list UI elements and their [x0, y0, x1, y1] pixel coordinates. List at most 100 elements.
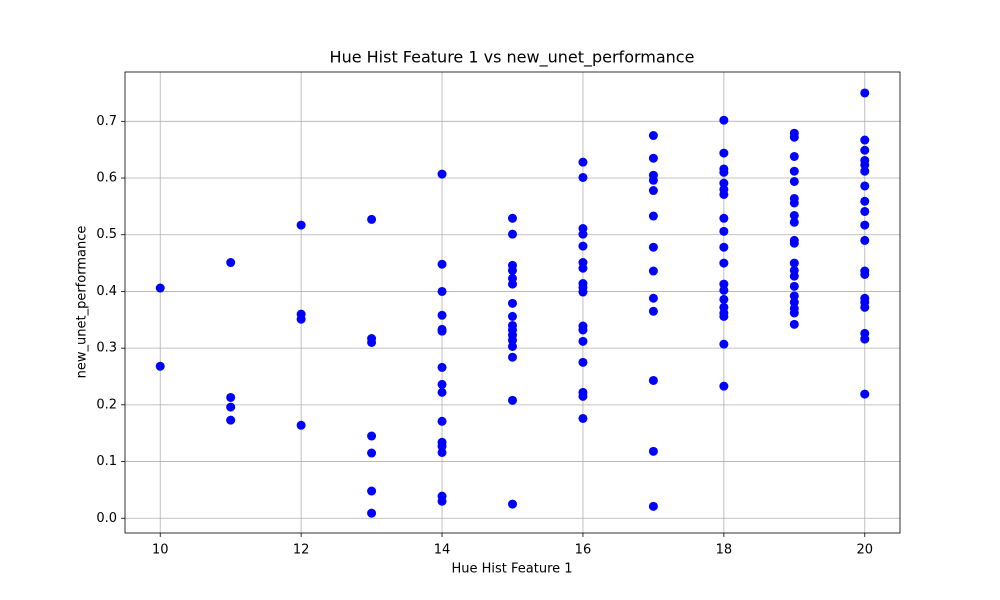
point [296, 314, 306, 324]
point [437, 441, 447, 451]
point [226, 392, 236, 402]
x-axis-label: Hue Hist Feature 1 [451, 562, 572, 577]
point [789, 151, 799, 161]
point [860, 302, 870, 312]
point [789, 308, 799, 318]
point [367, 508, 377, 518]
point [437, 286, 447, 296]
point [508, 265, 517, 275]
y-tick-label: 0.2 [96, 397, 117, 412]
point [508, 229, 517, 239]
point [860, 269, 870, 279]
y-tick-label: 0.1 [96, 454, 117, 469]
point [648, 186, 658, 196]
point [578, 413, 588, 423]
point [719, 381, 729, 391]
point [789, 166, 799, 176]
point [648, 131, 658, 141]
point [789, 238, 799, 248]
point [296, 420, 306, 430]
point [789, 291, 799, 301]
point [508, 298, 517, 308]
point [508, 335, 517, 345]
point [508, 499, 517, 509]
point [578, 172, 588, 182]
point [648, 153, 658, 163]
y-axis-label: new_unet_performance [75, 226, 90, 379]
point [367, 337, 377, 347]
chart-title: Hue Hist Feature 1 vs new_unet_performan… [330, 48, 695, 68]
points [155, 88, 870, 518]
point [719, 285, 729, 295]
point [789, 217, 799, 227]
point [578, 287, 588, 297]
y-tick-label: 0.4 [96, 284, 117, 299]
point [508, 279, 517, 289]
point [155, 361, 165, 371]
point [296, 220, 306, 230]
point [437, 447, 447, 457]
point [578, 357, 588, 367]
point [789, 297, 799, 307]
point [367, 214, 377, 224]
y-tick-label: 0.0 [96, 511, 117, 526]
point [860, 145, 870, 155]
point [860, 220, 870, 230]
point [789, 198, 799, 208]
point [789, 319, 799, 329]
point [719, 339, 729, 349]
point [578, 229, 588, 239]
point [578, 241, 588, 251]
point [437, 416, 447, 426]
point [789, 210, 799, 220]
y-tick-label: 0.5 [96, 227, 117, 242]
point [860, 206, 870, 216]
point [860, 166, 870, 176]
point [437, 387, 447, 397]
point [578, 157, 588, 167]
point [578, 325, 588, 335]
x-tick-label: 18 [716, 543, 733, 558]
point [719, 294, 729, 304]
point [860, 334, 870, 344]
point [508, 341, 517, 351]
point [437, 169, 447, 179]
point [578, 263, 588, 273]
point [719, 115, 729, 125]
point [860, 196, 870, 206]
point [367, 486, 377, 496]
point [860, 160, 870, 170]
point [648, 501, 658, 511]
x-tick-label: 20 [856, 543, 873, 558]
x-tick-label: 14 [434, 543, 451, 558]
point [719, 148, 729, 158]
plot-frame [124, 71, 901, 534]
point [508, 352, 517, 362]
point [719, 279, 729, 289]
point [648, 293, 658, 303]
point [648, 211, 658, 221]
point [437, 326, 447, 336]
point [508, 311, 517, 321]
point [437, 379, 447, 389]
x-tick-label: 10 [152, 543, 169, 558]
point [719, 178, 729, 188]
point [367, 431, 377, 441]
point [437, 310, 447, 320]
point [860, 135, 870, 145]
point [437, 362, 447, 372]
point [789, 176, 799, 186]
point [648, 375, 658, 385]
point [578, 391, 588, 401]
point [789, 132, 799, 142]
point [648, 175, 658, 185]
point [860, 181, 870, 191]
y-tick-label: 0.6 [96, 171, 117, 186]
point [648, 446, 658, 456]
x-tick-label: 16 [575, 543, 592, 558]
point [789, 281, 799, 291]
point [226, 258, 236, 268]
point [226, 402, 236, 412]
